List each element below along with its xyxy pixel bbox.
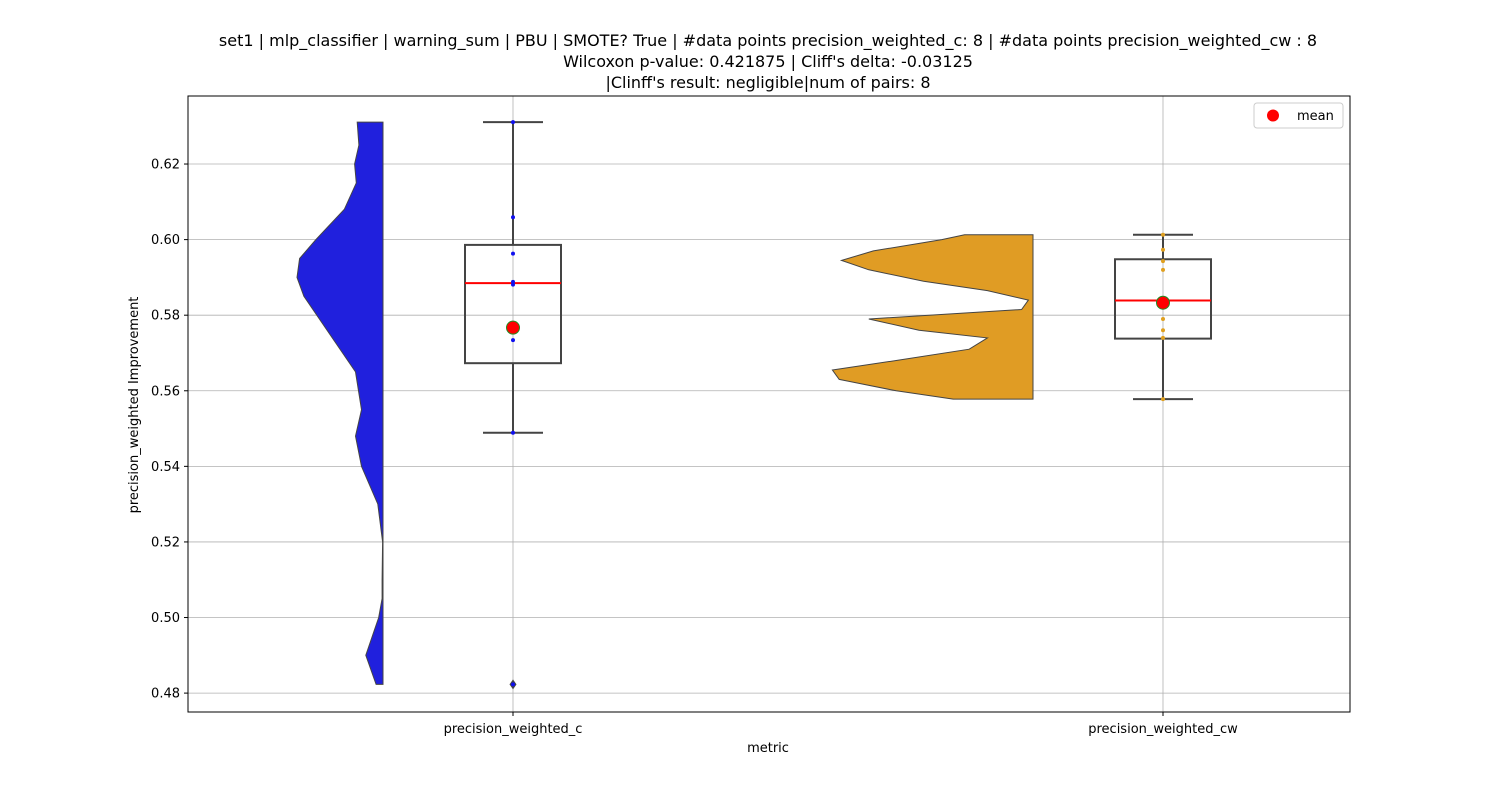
violins (296, 121, 1034, 685)
y-tick-label: 0.54 (151, 460, 180, 475)
y-tick-label: 0.60 (151, 233, 180, 248)
data-point (1161, 316, 1165, 321)
data-point (1161, 259, 1165, 264)
x-axis-label: metric (747, 741, 789, 756)
y-tick-label: 0.50 (151, 611, 180, 626)
y-tick-label: 0.52 (151, 535, 180, 550)
legend-marker (1267, 109, 1279, 122)
data-point (1161, 335, 1165, 340)
x-tick-label: precision_weighted_c (444, 722, 583, 737)
data-point (511, 215, 515, 220)
data-point (511, 120, 515, 125)
mean-marker (1156, 295, 1170, 310)
chart-title-line-2: Wilcoxon p-value: 0.421875 | Cliff's del… (563, 52, 973, 71)
box-precision_weighted_c (464, 243, 562, 365)
y-tick-label: 0.48 (151, 687, 180, 702)
y-tick-label: 0.56 (151, 384, 180, 399)
data-point (511, 282, 515, 287)
data-point (1161, 247, 1165, 252)
chart-title-line-3: |Clinff's result: negligible|num of pair… (605, 73, 930, 92)
y-tick-label: 0.58 (151, 309, 180, 324)
legend: mean (1253, 102, 1344, 129)
chart-title: set1 | mlp_classifier | warning_sum | PB… (219, 31, 1317, 92)
data-point (511, 430, 515, 435)
data-point (511, 251, 515, 256)
chart-title-line-1: set1 | mlp_classifier | warning_sum | PB… (219, 31, 1317, 51)
x-tick-label: precision_weighted_cw (1088, 722, 1238, 737)
data-point (1161, 232, 1165, 237)
data-point (511, 682, 515, 687)
box-plots (464, 121, 1212, 690)
plot-frame (187, 95, 1351, 713)
data-point (1161, 328, 1165, 333)
legend-box (1253, 102, 1344, 129)
data-points (506, 120, 1170, 687)
legend-label: mean (1297, 109, 1334, 124)
violin-precision_weighted_c (296, 121, 384, 685)
y-tick-label: 0.62 (151, 158, 180, 173)
y-axis-label: precision_weighted Improvement (127, 297, 142, 514)
mean-marker (506, 320, 520, 335)
data-point (1161, 397, 1165, 402)
data-point (511, 338, 515, 343)
data-point (1161, 267, 1165, 272)
violin-precision_weighted_cw (831, 234, 1034, 400)
axes: 0.48 0.50 0.52 0.54 0.56 0.58 0.60 0.62 precisio… (151, 95, 1351, 737)
